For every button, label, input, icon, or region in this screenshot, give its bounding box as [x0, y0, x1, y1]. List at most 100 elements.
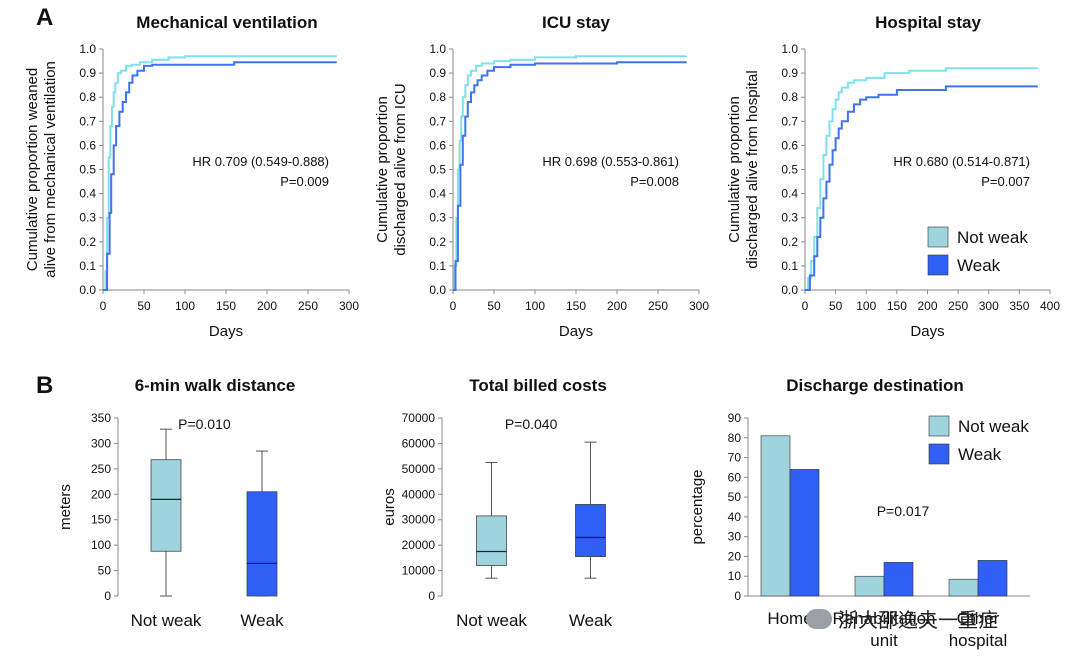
y-tick-label: 0.7: [781, 114, 798, 128]
p-value-annotation: P=0.017: [877, 503, 930, 519]
x-tick-label: 300: [689, 299, 709, 313]
chart-title: Total billed costs: [469, 376, 607, 395]
y-tick-label: 30: [728, 530, 742, 544]
hr-annotation: HR 0.709 (0.549-0.888): [192, 154, 329, 169]
y-tick-label: 1.0: [79, 42, 96, 56]
y-tick-label: 0.7: [79, 114, 96, 128]
y-tick-label: 100: [91, 538, 111, 552]
x-tick-label: 100: [856, 299, 876, 313]
x-tick-label: 0: [802, 299, 809, 313]
series-line-weak: [805, 85, 1038, 291]
x-tick-label: 300: [339, 299, 359, 313]
category-label: Rehabilitation: [832, 609, 935, 628]
legend-swatch-weak: [928, 443, 950, 465]
y-tick-label: 20: [728, 549, 742, 563]
y-tick-label: 10: [728, 569, 742, 583]
series-line-weak: [103, 61, 337, 291]
y-tick-label: 0.8: [781, 90, 798, 104]
bar-not-weak: [760, 435, 791, 597]
y-tick-label: 70: [728, 451, 742, 465]
y-tick-label: 60000: [402, 436, 436, 450]
y-axis-label: euros: [381, 488, 398, 526]
y-tick-label: 0.9: [429, 66, 446, 80]
wechat-icon: [806, 608, 832, 629]
bar-not-weak: [948, 578, 979, 597]
legend-label-not-weak: Not weak: [957, 228, 1028, 247]
hr-annotation: HR 0.680 (0.514-0.871): [893, 154, 1030, 169]
y-tick-label: 60: [728, 470, 742, 484]
y-tick-label: 350: [91, 411, 111, 425]
x-tick-label: 200: [257, 299, 277, 313]
y-tick-label: 0.6: [429, 138, 446, 152]
x-tick-label: 250: [648, 299, 668, 313]
p-value-annotation: P=0.008: [630, 174, 679, 189]
chart-title: ICU stay: [542, 13, 611, 32]
x-tick-label: 300: [979, 299, 999, 313]
bar-weak: [789, 469, 820, 597]
panel-label-b: B: [36, 372, 54, 399]
x-tick-label: 200: [607, 299, 627, 313]
p-value-annotation: P=0.009: [280, 174, 329, 189]
y-tick-label: 200: [91, 487, 111, 501]
y-axis-label: discharged alive from hospital: [744, 70, 761, 268]
y-tick-label: 0.7: [429, 114, 446, 128]
y-tick-label: 1.0: [781, 42, 798, 56]
chart-title: Discharge destination: [786, 376, 964, 395]
y-tick-label: 0.0: [429, 283, 446, 297]
hr-annotation: HR 0.698 (0.553-0.861): [542, 154, 679, 169]
legend-label-not-weak: Not weak: [958, 417, 1029, 436]
y-tick-label: 0.2: [781, 235, 798, 249]
y-tick-label: 0.1: [429, 259, 446, 273]
category-label: hospital: [949, 631, 1008, 650]
y-tick-label: 10000: [402, 564, 436, 578]
y-tick-label: 0: [104, 589, 111, 603]
x-tick-label: 400: [1040, 299, 1060, 313]
x-tick-label: 250: [298, 299, 318, 313]
y-tick-label: 0.4: [79, 187, 96, 201]
y-tick-label: 0.0: [79, 283, 96, 297]
y-tick-label: 0.4: [429, 187, 446, 201]
y-tick-label: 70000: [402, 411, 436, 425]
y-tick-label: 0: [428, 589, 435, 603]
x-axis-label: Days: [559, 323, 593, 340]
y-tick-label: 0.8: [429, 90, 446, 104]
x-tick-label: 50: [829, 299, 843, 313]
bar-weak: [977, 560, 1008, 597]
y-tick-label: 20000: [402, 538, 436, 552]
legend-swatch-weak: [927, 254, 949, 276]
y-tick-label: 250: [91, 462, 111, 476]
x-axis-label: Days: [910, 323, 944, 340]
x-tick-label: 0: [100, 299, 107, 313]
y-tick-label: 0.3: [79, 211, 96, 225]
legend-swatch-not-weak: [928, 415, 950, 437]
x-tick-label: 0: [450, 299, 457, 313]
category-label: Weak: [240, 611, 284, 630]
category-label: Weak: [569, 611, 613, 630]
y-tick-label: 150: [91, 513, 111, 527]
y-axis-label: Cumulative proportion weaned: [24, 68, 41, 271]
x-tick-label: 100: [525, 299, 545, 313]
bar-not-weak: [854, 575, 885, 597]
x-tick-label: 100: [175, 299, 195, 313]
chart-title: 6-min walk distance: [135, 376, 296, 395]
y-tick-label: 0.0: [781, 283, 798, 297]
y-tick-label: 0.8: [79, 90, 96, 104]
y-tick-label: 90: [728, 411, 742, 425]
x-axis-label: Days: [209, 323, 243, 340]
y-tick-label: 50000: [402, 462, 436, 476]
series-line-not-weak: [103, 55, 337, 291]
watermark: 浙大邵逸夫一重症: [806, 604, 998, 633]
box-not-weak: [476, 515, 507, 566]
y-tick-label: 0.2: [79, 235, 96, 249]
y-tick-label: 30000: [402, 513, 436, 527]
bar-weak: [883, 562, 914, 597]
chart-title: Hospital stay: [875, 13, 981, 32]
y-tick-label: 0.6: [781, 138, 798, 152]
legend-label-weak: Weak: [957, 256, 1001, 275]
y-tick-label: 1.0: [429, 42, 446, 56]
y-axis-label: Cumulative proportion: [374, 96, 391, 243]
y-tick-label: 0.6: [79, 138, 96, 152]
legend-swatch-not-weak: [927, 226, 949, 248]
y-tick-label: 0.1: [781, 259, 798, 273]
category-label: Other: [957, 609, 1000, 628]
